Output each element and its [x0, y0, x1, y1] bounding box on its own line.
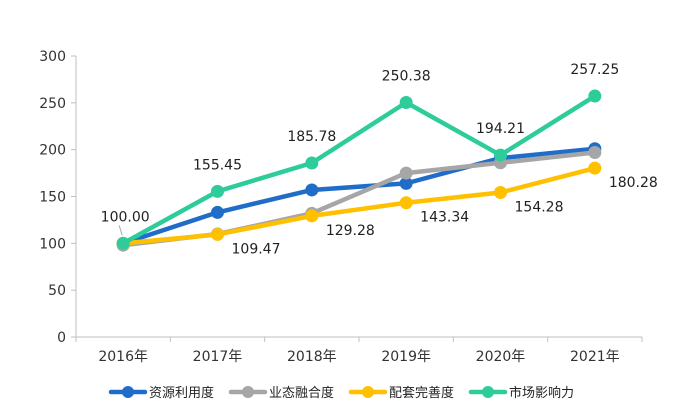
- legend-item: 市场影响力: [468, 385, 574, 401]
- data-label: 257.25: [570, 62, 619, 78]
- legend-item: 配套完善度: [348, 385, 454, 401]
- y-tick-label: 300: [39, 49, 66, 65]
- y-tick-label: 100: [39, 236, 66, 252]
- data-point: [305, 209, 319, 223]
- data-point: [399, 196, 413, 210]
- data-label: 154.28: [515, 199, 564, 215]
- data-label: 100.00: [101, 209, 150, 225]
- series-line: [120, 93, 598, 246]
- data-label: 185.78: [287, 129, 336, 145]
- x-tick-label: 2018年: [287, 349, 337, 365]
- data-point: [399, 166, 413, 180]
- data-label: 194.21: [476, 121, 525, 137]
- data-point: [211, 205, 224, 219]
- legend-swatch-marker: [482, 386, 494, 398]
- data-point: [305, 183, 319, 197]
- x-tick-label: 2017年: [193, 349, 243, 365]
- legend-item: 业态融合度: [228, 385, 334, 401]
- data-labels: 109.47 129.28 143.34 154.28 180.28 100.00 155.…: [101, 62, 658, 257]
- legend-item: 资源利用度: [108, 385, 214, 401]
- data-point: [211, 227, 224, 241]
- legend-swatch-marker: [242, 386, 254, 398]
- data-label: 180.28: [609, 175, 658, 191]
- y-tick-label: 50: [48, 283, 66, 299]
- data-point: [116, 236, 130, 250]
- label-leader: [118, 225, 123, 236]
- y-tick-label: 0: [57, 330, 66, 346]
- axes: 0 50 100 150 200 250 300 2016年 2017年 2018年 2019年 20…: [39, 49, 643, 365]
- data-point: [588, 161, 602, 175]
- series-4: [116, 89, 602, 250]
- data-point: [588, 89, 602, 103]
- data-point: [494, 148, 507, 162]
- y-tick-label: 150: [39, 190, 66, 206]
- data-point: [399, 176, 413, 190]
- series-line: [120, 165, 598, 246]
- data-label: 109.47: [232, 241, 281, 257]
- legend: 资源利用度 业态融合度 配套完善度 市场影响力: [108, 385, 574, 401]
- x-tick-label: 2021年: [570, 349, 620, 365]
- y-tick-label: 200: [39, 143, 66, 159]
- legend-swatch-marker: [122, 386, 134, 398]
- data-point: [211, 184, 224, 198]
- legend-label: 市场影响力: [509, 385, 574, 401]
- legend-label: 配套完善度: [389, 385, 454, 401]
- data-point: [305, 156, 319, 170]
- data-point: [494, 185, 507, 199]
- data-label: 155.45: [193, 157, 242, 173]
- data-label: 143.34: [420, 210, 469, 226]
- series-layer: [116, 89, 602, 252]
- legend-swatch-marker: [362, 386, 374, 398]
- data-point: [588, 145, 602, 159]
- y-tick-label: 250: [39, 96, 66, 112]
- legend-label: 业态融合度: [269, 385, 334, 401]
- data-point: [399, 95, 413, 109]
- x-tick-label: 2020年: [476, 349, 526, 365]
- series-line: [120, 146, 598, 246]
- x-tick-label: 2016年: [98, 349, 148, 365]
- data-label: 129.28: [326, 223, 375, 239]
- x-tick-label: 2019年: [381, 349, 431, 365]
- legend-label: 资源利用度: [149, 385, 214, 401]
- data-label: 250.38: [382, 68, 431, 84]
